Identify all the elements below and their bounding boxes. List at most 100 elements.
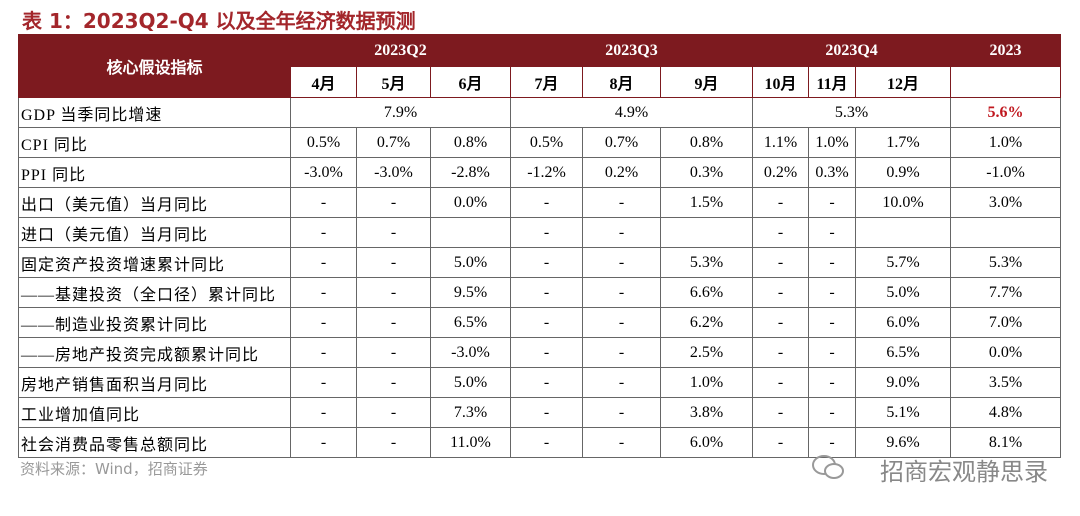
data-cell: - [356, 217, 431, 248]
data-cell: - [808, 247, 857, 278]
data-cell: - [356, 397, 431, 428]
data-row: ——制造业投资累计同比 - -6.5% - -6.2% - -6.0% 7.0% [18, 307, 1062, 338]
data-cell: - [582, 397, 662, 428]
data-cell: -1.2% [510, 157, 584, 188]
empty-cell [950, 217, 1062, 248]
data-cell: - [510, 307, 584, 338]
row-label: ——基建投资（全口径）累计同比 [18, 277, 291, 308]
data-cell: - [356, 427, 431, 458]
data-row: 社会消费品零售总额同比 - -11.0% - -6.0% - -9.6% 8.1% [18, 427, 1062, 458]
data-cell: - [752, 427, 810, 458]
data-cell: - [510, 277, 584, 308]
row-label: 社会消费品零售总额同比 [18, 427, 291, 458]
data-cell: - [808, 277, 857, 308]
data-cell: - [752, 367, 810, 398]
data-row: 房地产销售面积当月同比 - -5.0% - -1.0% - -9.0% 3.5% [18, 367, 1062, 398]
data-cell: 7.9% [289, 97, 512, 128]
row-label: 房地产销售面积当月同比 [18, 367, 291, 398]
data-cell: - [356, 277, 431, 308]
row-label: ——房地产投资完成额累计同比 [18, 337, 291, 368]
data-cell: - [808, 307, 857, 338]
data-cell: - [356, 367, 431, 398]
data-cell: 1.5% [660, 187, 754, 218]
month-header: 6月 [429, 66, 512, 98]
data-cell: - [510, 367, 584, 398]
data-cell: 6.6% [660, 277, 754, 308]
data-cell: - [808, 427, 857, 458]
data-cell: 5.0% [855, 277, 952, 308]
data-cell: 0.2% [582, 157, 662, 188]
data-cell: - [808, 187, 857, 218]
data-cell: - [510, 187, 584, 218]
group-header: 2023Q4 [752, 34, 952, 67]
empty-cell [429, 217, 512, 248]
data-row: ——基建投资（全口径）累计同比 - -9.5% - -6.6% - -5.0% 7.7% [18, 277, 1062, 308]
row-label: PPI 同比 [18, 157, 291, 188]
data-cell: 5.3% [950, 247, 1062, 278]
data-cell: 6.5% [429, 307, 512, 338]
data-cell: 0.9% [855, 157, 952, 188]
data-cell: - [808, 337, 857, 368]
row-label: 工业增加值同比 [18, 397, 291, 428]
header-row: 核心假设指标 2023Q2 2023Q3 2023Q4 2023 [18, 34, 1062, 98]
data-cell: - [356, 247, 431, 278]
data-cell: -3.0% [356, 157, 431, 188]
month-header: 5月 [356, 66, 431, 98]
data-cell: - [752, 307, 810, 338]
data-row: PPI 同比 -3.0% -3.0% -2.8% -1.2% 0.2% 0.3% 0.2% 0.… [18, 157, 1062, 188]
group-header: 2023 [950, 34, 1062, 67]
row-label: CPI 同比 [18, 127, 291, 158]
data-cell: - [290, 187, 357, 218]
data-cell: - [290, 367, 357, 398]
data-cell: 4.8% [950, 397, 1062, 428]
data-cell: -3.0% [429, 337, 512, 368]
data-cell: 0.7% [356, 127, 431, 158]
data-cell: 1.7% [855, 127, 952, 158]
data-cell: - [510, 337, 584, 368]
data-cell: 1.0% [660, 367, 754, 398]
data-cell: 7.0% [950, 307, 1062, 338]
data-cell: 0.8% [429, 127, 512, 158]
group-header: 2023Q3 [510, 34, 754, 67]
data-cell: - [510, 397, 584, 428]
month-header: 4月 [290, 66, 357, 98]
data-cell: 5.6% [950, 97, 1062, 128]
month-header: 7月 [510, 66, 584, 98]
table-title: 表 1：2023Q2-Q4 以及全年经济数据预测 [22, 9, 416, 33]
data-cell: 5.3% [752, 97, 952, 128]
data-row: CPI 同比 0.5% 0.7% 0.8% 0.5% 0.7% 0.8% 1.1% 1.0% 1.… [18, 127, 1062, 158]
row-label: 出口（美元值）当月同比 [18, 187, 291, 218]
data-cell: - [582, 277, 662, 308]
data-row: 固定资产投资增速累计同比 - -5.0% - -5.3% - -5.7% 5.3% [18, 247, 1062, 278]
data-cell: - [290, 427, 357, 458]
row-label: ——制造业投资累计同比 [18, 307, 291, 338]
data-cell: - [808, 397, 857, 428]
data-cell: 6.0% [660, 427, 754, 458]
month-header: 11月 [808, 66, 857, 98]
data-cell: - [808, 217, 857, 248]
data-cell: 1.1% [752, 127, 810, 158]
month-header: 8月 [582, 66, 662, 98]
corner-header: 核心假设指标 [18, 34, 291, 98]
data-cell: 5.3% [660, 247, 754, 278]
month-header: 12月 [855, 66, 952, 98]
data-cell: 2.5% [660, 337, 754, 368]
data-cell: 7.7% [950, 277, 1062, 308]
data-cell: 0.0% [950, 337, 1062, 368]
data-cell: 9.5% [429, 277, 512, 308]
data-cell: -1.0% [950, 157, 1062, 188]
data-cell: 0.3% [808, 157, 857, 188]
data-cell: - [752, 187, 810, 218]
source-note: 资料来源：Wind，招商证券 [20, 460, 208, 478]
empty-cell [855, 217, 952, 248]
row-label: 固定资产投资增速累计同比 [18, 247, 291, 278]
data-cell: - [290, 337, 357, 368]
data-cell: - [356, 187, 431, 218]
data-cell: 9.0% [855, 367, 952, 398]
row-label: 进口（美元值）当月同比 [18, 217, 291, 248]
data-cell: - [752, 277, 810, 308]
data-cell: 5.0% [429, 247, 512, 278]
watermark: 招商宏观静思录 [880, 458, 1048, 486]
data-cell: -2.8% [429, 157, 512, 188]
